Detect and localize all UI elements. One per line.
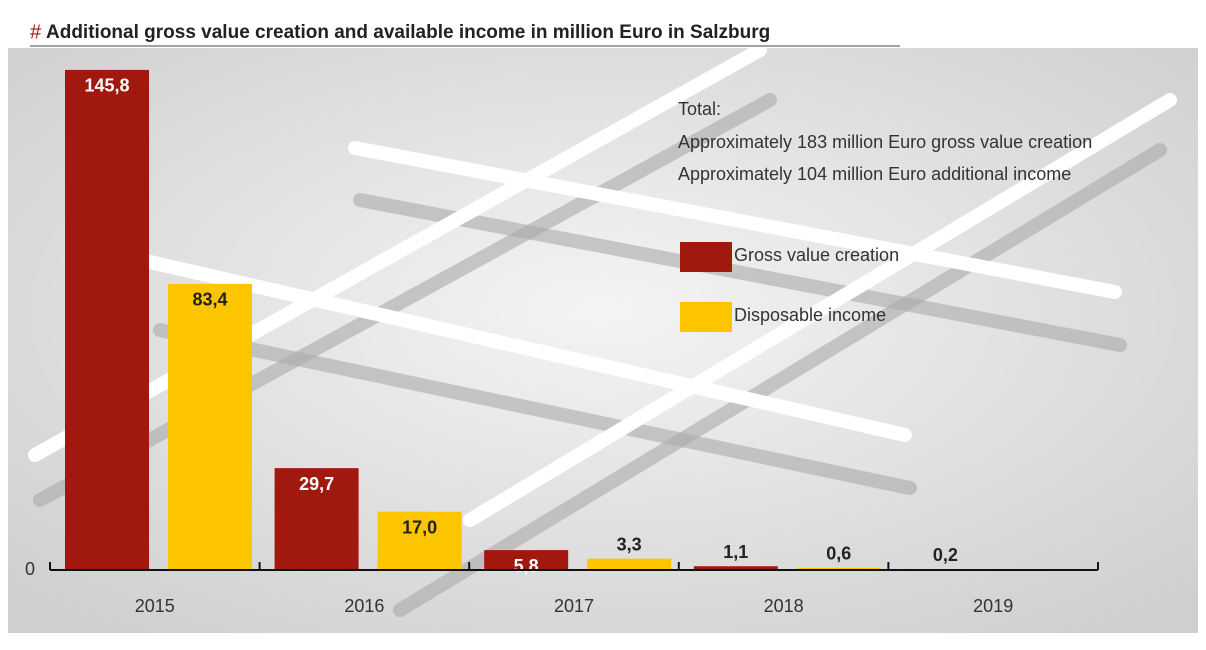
bar: [587, 558, 672, 570]
chart-title: Additional gross value creation and avai…: [46, 22, 770, 43]
x-tick-label: 2019: [973, 596, 1013, 616]
bar: [796, 567, 881, 570]
value-label: 3,3: [617, 534, 642, 554]
legend-swatch: [680, 242, 732, 272]
value-label: 145,8: [84, 76, 129, 96]
bar: [377, 511, 462, 570]
x-tick-label: 2016: [344, 596, 384, 616]
legend-label: Gross value creation: [734, 245, 899, 265]
y-tick-label: 0: [25, 559, 35, 579]
bar: [693, 566, 778, 570]
x-tick-label: 2017: [554, 596, 594, 616]
value-label: 0,6: [826, 544, 851, 564]
bar: [65, 69, 149, 570]
value-label: 1,1: [723, 542, 748, 562]
bar: [484, 550, 569, 570]
value-label: 17,0: [402, 517, 437, 537]
bar: [168, 283, 252, 570]
annotation: Total:: [678, 99, 721, 119]
value-label: 5,8: [514, 556, 539, 576]
legend-swatch: [680, 302, 732, 332]
value-label: 0,2: [933, 545, 958, 565]
bar: [274, 468, 359, 570]
value-label: 83,4: [192, 290, 227, 310]
value-label: 29,7: [299, 474, 334, 494]
x-tick-label: 2015: [135, 596, 175, 616]
title-marker: #: [30, 21, 42, 43]
decoration: [28, 43, 1177, 617]
annotation: Approximately 183 million Euro gross val…: [678, 132, 1092, 152]
x-tick-label: 2018: [764, 596, 804, 616]
annotation: Approximately 104 million Euro additiona…: [678, 164, 1071, 184]
legend-label: Disposable income: [734, 305, 886, 325]
